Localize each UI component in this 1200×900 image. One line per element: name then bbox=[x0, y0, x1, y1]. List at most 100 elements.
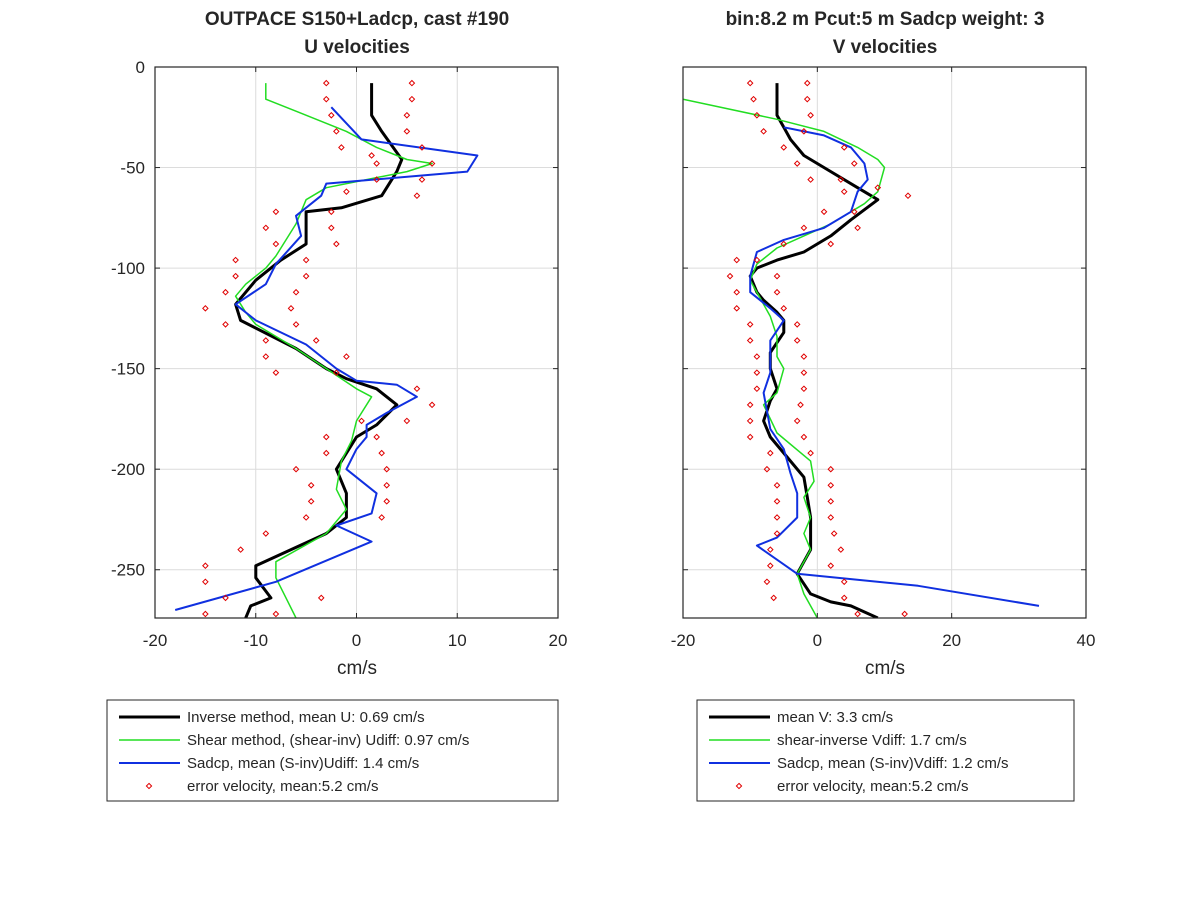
u-error-marker bbox=[413, 385, 421, 393]
u-error-marker bbox=[312, 337, 320, 344]
u-legend-swatch bbox=[145, 782, 153, 790]
v-error-marker bbox=[800, 224, 808, 232]
v-error-marker bbox=[840, 594, 848, 602]
v-chart-title: bin:8.2 m Pcut:5 m Sadcp weight: 3 bbox=[726, 9, 1045, 30]
u-ticks: -20 -10 0 10 200-50-100-150-200-250 bbox=[111, 58, 567, 650]
u-error-marker bbox=[383, 498, 391, 505]
v-error-marker bbox=[763, 465, 771, 473]
v-error-marker bbox=[780, 144, 788, 151]
u-error-marker bbox=[262, 337, 270, 344]
u-error-marker bbox=[333, 369, 340, 376]
u-chart-title: OUTPACE S150+Ladcp, cast #190 bbox=[205, 9, 509, 30]
v-error-marker bbox=[840, 144, 848, 151]
v-error-marker bbox=[854, 224, 861, 232]
u-legend-label: Inverse method, mean U: 0.69 cm/s bbox=[187, 709, 425, 726]
u-error-marker bbox=[408, 79, 416, 87]
v-error-marker bbox=[733, 288, 741, 296]
u-error-marker bbox=[418, 144, 426, 151]
u-error-marker bbox=[343, 188, 350, 195]
u-y-tick-label: 0 bbox=[136, 58, 145, 77]
u-error-marker bbox=[272, 240, 280, 248]
v-error-marker bbox=[807, 449, 814, 457]
u-error-marker bbox=[408, 95, 416, 103]
v-error-marker bbox=[773, 288, 781, 296]
v-error-marker bbox=[793, 160, 801, 167]
u-error-marker bbox=[328, 224, 335, 232]
u-error-marker bbox=[383, 465, 391, 473]
v-error-marker bbox=[901, 610, 908, 618]
u-grid bbox=[155, 67, 558, 618]
v-error-marker bbox=[733, 256, 741, 264]
v-legend: mean V: 3.3 cm/s shear-inverse Vdiff: 1.7… bbox=[696, 699, 1075, 802]
v-error-marker bbox=[837, 176, 845, 183]
v-error-marker bbox=[760, 128, 767, 135]
v-error-marker bbox=[800, 353, 808, 360]
v-ticks: -20 0 20 40 bbox=[671, 66, 1096, 650]
v-data-layer bbox=[683, 79, 1040, 618]
v-error-marker bbox=[827, 514, 835, 521]
v-legend-label: Sadcp, mean (S-inv)Vdiff: 1.2 cm/s bbox=[777, 755, 1008, 772]
v-error-marker bbox=[780, 305, 788, 312]
u-error-marker bbox=[418, 176, 426, 183]
v-error-marker bbox=[874, 184, 882, 191]
u-error-marker bbox=[262, 353, 270, 360]
u-error-marker bbox=[202, 305, 209, 312]
u-error-marker bbox=[343, 353, 350, 360]
v-error-marker bbox=[753, 111, 761, 119]
u-legend-label: Shear method, (shear-inv) Udiff: 0.97 cm… bbox=[187, 732, 469, 749]
u-error-marker bbox=[302, 256, 310, 264]
v-error-marker bbox=[827, 481, 835, 489]
u-error-marker bbox=[222, 594, 229, 602]
v-error-marker bbox=[827, 498, 835, 505]
v-error-marker bbox=[840, 188, 848, 195]
v-error-marker bbox=[750, 95, 757, 103]
v-error-marker bbox=[733, 305, 741, 312]
u-error-marker bbox=[378, 514, 385, 521]
u-error-marker bbox=[358, 417, 365, 425]
v-error-marker bbox=[753, 256, 761, 264]
v-error-marker bbox=[746, 401, 754, 409]
v-error-marker bbox=[726, 272, 734, 280]
u-velocity-axes: OUTPACE S150+Ladcp, cast #190 U velociti… bbox=[111, 9, 567, 679]
v-error-marker bbox=[800, 128, 808, 135]
v-error-marker bbox=[773, 514, 781, 521]
u-error-marker bbox=[403, 128, 411, 135]
v-error-marker bbox=[793, 337, 801, 344]
u-error-marker bbox=[338, 144, 345, 151]
v-error-marker bbox=[803, 95, 811, 103]
u-x-tick-label: -10 bbox=[243, 631, 268, 650]
v-error-marker bbox=[803, 79, 811, 87]
v-x-tick-label: 20 bbox=[942, 631, 961, 650]
u-error-marker bbox=[232, 256, 239, 264]
v-error-marker bbox=[850, 160, 858, 167]
v-error-marker bbox=[800, 385, 808, 393]
v-error-marker bbox=[820, 208, 828, 216]
u-chart-subtitle: U velocities bbox=[304, 37, 410, 58]
v-chart-subtitle: V velocities bbox=[833, 37, 938, 58]
v-legend-label: error velocity, mean:5.2 cm/s bbox=[777, 778, 968, 795]
v-x-tick-label: 0 bbox=[813, 631, 822, 650]
v-error-marker bbox=[773, 481, 781, 489]
v-error-marker bbox=[827, 562, 835, 570]
v-error-marker bbox=[773, 530, 781, 537]
v-error-marker bbox=[807, 111, 814, 119]
u-error-marker bbox=[262, 224, 270, 232]
u-legend: Inverse method, mean U: 0.69 cm/s Shear m… bbox=[106, 699, 559, 802]
u-error-marker bbox=[403, 417, 411, 425]
v-error-marker bbox=[840, 578, 848, 586]
v-x-tick-label: 40 bbox=[1077, 631, 1096, 650]
u-legend-label: Sadcp, mean (S-inv)Udiff: 1.4 cm/s bbox=[187, 755, 419, 772]
u-legend-label: error velocity, mean:5.2 cm/s bbox=[187, 778, 378, 795]
u-error-marker bbox=[328, 208, 335, 216]
u-x-tick-label: -20 bbox=[143, 631, 168, 650]
u-y-tick-label: -50 bbox=[120, 159, 145, 178]
u-error-marker bbox=[272, 369, 280, 376]
v-error-marker bbox=[780, 240, 788, 248]
v-error-marker bbox=[753, 385, 761, 393]
u-error-marker bbox=[272, 610, 280, 618]
u-error-marker bbox=[368, 152, 375, 159]
v-error-marker bbox=[837, 546, 845, 553]
u-x-tick-label: 10 bbox=[448, 631, 467, 650]
v-error-marker bbox=[904, 192, 912, 200]
u-error-marker bbox=[328, 111, 335, 119]
